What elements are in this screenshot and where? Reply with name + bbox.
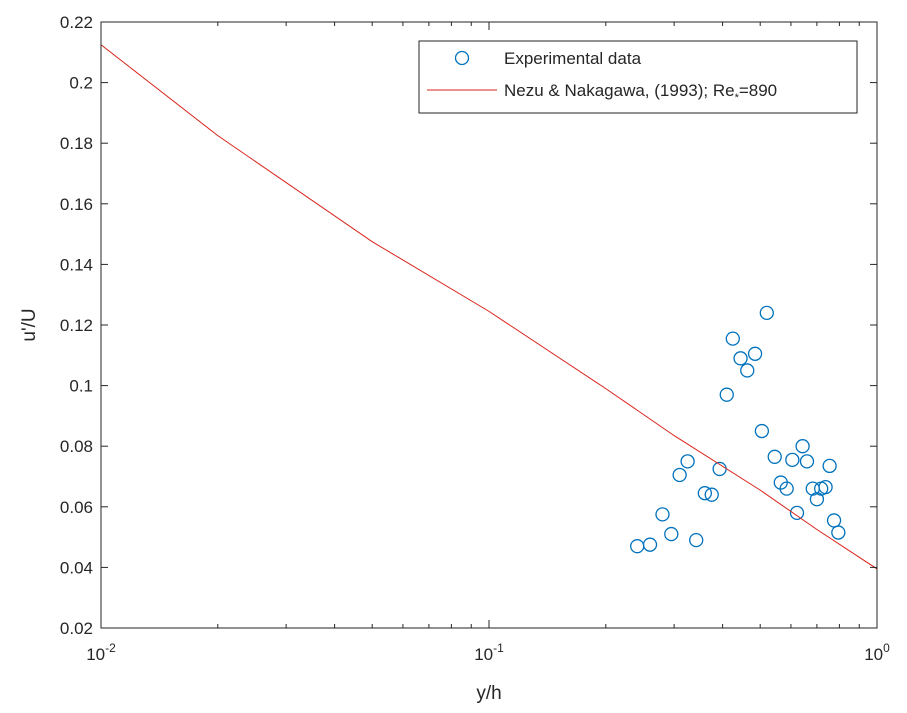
y-tick-label: 0.04	[60, 558, 93, 577]
plot-area	[100, 21, 878, 629]
data-point	[779, 481, 794, 496]
legend-label-nezu: Nezu & Nakagawa, (1993); Re*=890	[504, 81, 777, 104]
data-point	[689, 532, 704, 548]
data-point	[672, 467, 687, 483]
data-point	[818, 479, 833, 495]
y-tick-label: 0.18	[60, 134, 93, 153]
data-point	[664, 526, 679, 542]
x-tick-label: 10-2	[86, 641, 116, 664]
y-tick-label: 0.2	[69, 74, 93, 93]
legend: Experimental data Nezu & Nakagawa, (1993…	[418, 40, 858, 114]
y-tick-label: 0.12	[60, 316, 93, 335]
series-layer	[101, 44, 877, 570]
y-tick-label: 0.1	[69, 377, 93, 396]
data-point	[754, 423, 770, 439]
data-point	[767, 449, 782, 464]
x-axis-ticks: 10-2 10-1 100	[86, 22, 890, 664]
legend-marker-experimental	[454, 50, 470, 66]
data-point	[789, 505, 805, 521]
y-axis-ticks: 0.02 0.04 0.06 0.08 0.1 0.12 0.14 0.16 0.18 0.2 0.…	[60, 13, 877, 638]
y-axis-label: u'/U	[19, 308, 40, 341]
y-tick-label: 0.22	[60, 13, 93, 32]
data-point	[655, 507, 670, 522]
data-point	[719, 387, 734, 402]
plot-background	[101, 22, 877, 628]
x-axis-label: y/h	[476, 683, 501, 704]
legend-label-experimental: Experimental data	[504, 49, 642, 68]
data-point	[785, 452, 800, 467]
data-point	[733, 351, 748, 366]
data-point	[642, 537, 658, 552]
data-point	[704, 487, 719, 502]
data-point	[697, 486, 712, 501]
data-point	[799, 454, 815, 469]
data-point	[822, 458, 837, 474]
data-point	[740, 363, 755, 378]
data-point	[725, 331, 740, 346]
data-point	[747, 346, 763, 361]
data-point	[831, 525, 846, 540]
data-point	[795, 439, 810, 454]
data-point	[759, 305, 774, 321]
legend-label-nezu-subscript: *	[735, 92, 740, 104]
y-tick-label: 0.06	[60, 498, 93, 517]
legend-label-nezu-suffix: =890	[739, 81, 777, 100]
y-tick-label: 0.02	[60, 619, 93, 638]
x-tick-label: 10-1	[474, 641, 504, 664]
data-point	[680, 454, 695, 469]
series-line-nezu	[101, 44, 877, 570]
y-tick-label: 0.16	[60, 195, 93, 214]
legend-box	[418, 40, 858, 114]
y-tick-label: 0.14	[60, 255, 93, 274]
y-tick-label: 0.08	[60, 437, 93, 456]
x-tick-label: 100	[864, 641, 890, 664]
legend-label-nezu-main: Nezu & Nakagawa, (1993); Re	[504, 81, 735, 100]
